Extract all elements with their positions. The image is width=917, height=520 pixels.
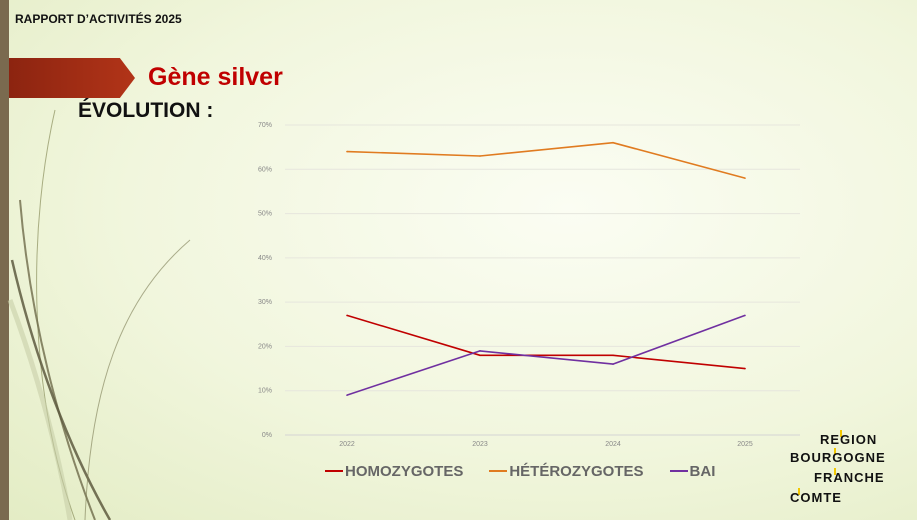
legend-item-bai: BAI — [669, 462, 716, 480]
y-tick-label: 30% — [258, 299, 272, 306]
legend-label-heterozygotes: HÉTÉROZYGOTES — [509, 462, 644, 480]
x-tick-label: 2022 — [339, 441, 355, 448]
logo-accent-bar-4 — [798, 488, 800, 495]
logo-line-region: REGION — [820, 432, 878, 447]
data-point-2-3 — [744, 314, 746, 317]
region-logo: REGION BOURGOGNE FRANCHE COMTE — [788, 430, 914, 516]
logo-line-bourgogne: BOURGOGNE — [790, 450, 886, 465]
y-tick-label: 60% — [258, 166, 272, 173]
legend-label-homozygotes: HOMOZYGOTES — [345, 462, 464, 480]
legend-item-homozygotes: HOMOZYGOTES — [325, 463, 463, 480]
logo-accent-bar-2 — [834, 448, 836, 455]
data-point-0-1 — [479, 354, 481, 357]
data-point-1-2 — [612, 141, 614, 144]
title-arrow-shape — [9, 58, 135, 98]
data-point-1-1 — [479, 155, 481, 157]
data-point-2-0 — [346, 394, 348, 396]
x-tick-label: 2023 — [472, 441, 488, 448]
logo-accent-bar-3 — [834, 468, 836, 475]
series-line-hétérozygotes — [346, 141, 746, 179]
data-point-1-0 — [346, 150, 348, 153]
y-tick-label: 20% — [258, 343, 272, 350]
data-point-1-3 — [744, 177, 746, 179]
data-point-0-0 — [346, 314, 348, 317]
left-accent-bar — [0, 0, 9, 520]
data-point-0-3 — [744, 367, 746, 370]
chart-legend: HOMOZYGOTES HÉTÉROZYGOTES BAI — [325, 460, 715, 482]
series-line-homozygotes — [346, 314, 746, 370]
logo-accent-bar-1 — [840, 430, 842, 437]
data-point-0-2 — [612, 354, 614, 357]
x-tick-label: 2025 — [737, 441, 753, 448]
x-tick-label: 2024 — [605, 441, 621, 448]
y-tick-label: 40% — [258, 255, 272, 262]
y-tick-label: 0% — [262, 432, 272, 439]
section-label: ÉVOLUTION : — [78, 99, 214, 122]
legend-label-bai: BAI — [689, 462, 716, 480]
report-title: RAPPORT D’ACTIVITÉS 2025 — [15, 12, 182, 26]
y-tick-label: 50% — [258, 211, 272, 218]
y-tick-label: 70% — [258, 122, 272, 129]
slide-title: Gène silver — [148, 63, 283, 91]
legend-item-heterozygotes: HÉTÉROZYGOTES — [489, 462, 644, 480]
data-point-2-2 — [612, 363, 614, 365]
series-line-bai — [346, 314, 746, 396]
logo-line-comte: COMTE — [790, 490, 842, 505]
data-point-2-1 — [479, 350, 481, 352]
legend-swatch-bai — [669, 470, 688, 472]
legend-swatch-heterozygotes — [489, 470, 508, 472]
y-tick-label: 10% — [258, 388, 272, 395]
logo-line-franche: FRANCHE — [814, 470, 885, 485]
legend-swatch-homozygotes — [325, 470, 343, 472]
